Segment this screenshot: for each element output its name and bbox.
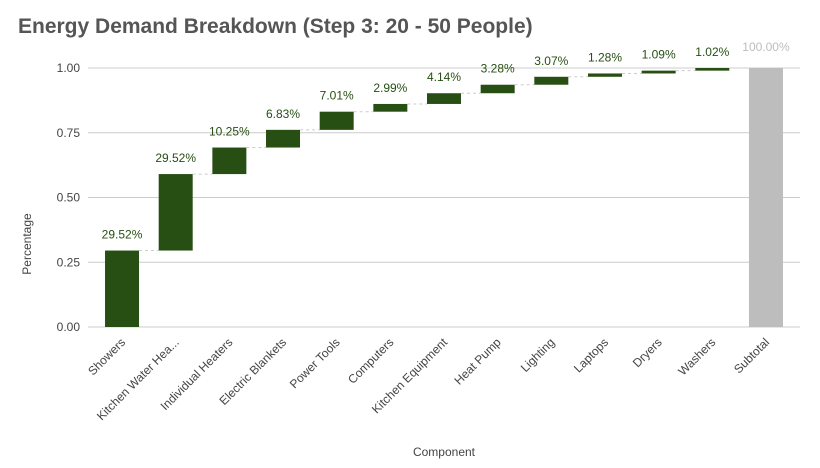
bar	[587, 73, 622, 77]
bar	[641, 70, 676, 74]
total-value-label: 100.00%	[742, 40, 790, 54]
bar	[480, 84, 515, 94]
bar	[695, 68, 730, 71]
value-label: 29.52%	[102, 228, 143, 242]
value-label: 4.14%	[427, 70, 461, 84]
value-label: 10.25%	[209, 125, 250, 139]
y-tick-label: 1.00	[57, 61, 81, 75]
bar	[373, 103, 408, 112]
value-label: 1.09%	[642, 48, 676, 62]
value-label: 7.01%	[320, 89, 354, 103]
bar	[212, 147, 247, 175]
value-label: 1.28%	[588, 50, 622, 64]
value-label: 3.28%	[481, 62, 515, 76]
y-axis-title: Percentage	[20, 213, 34, 275]
bar	[158, 174, 193, 251]
bar	[266, 129, 301, 148]
y-tick-label: 0.75	[57, 126, 81, 140]
bar	[319, 111, 354, 130]
total-bar	[748, 68, 783, 327]
value-label: 3.07%	[534, 54, 568, 68]
value-label: 6.83%	[266, 107, 300, 121]
chart-title: Energy Demand Breakdown (Step 3: 20 - 50…	[18, 15, 533, 38]
bar	[105, 250, 140, 327]
value-label: 1.02%	[695, 45, 729, 59]
x-axis-title: Component	[413, 445, 476, 459]
value-label: 29.52%	[155, 151, 196, 165]
bar	[427, 93, 461, 104]
y-tick-label: 0.00	[57, 320, 81, 334]
value-label: 2.99%	[373, 81, 407, 95]
y-tick-label: 0.25	[57, 255, 81, 269]
bar	[534, 76, 569, 85]
y-tick-label: 0.50	[57, 191, 81, 205]
